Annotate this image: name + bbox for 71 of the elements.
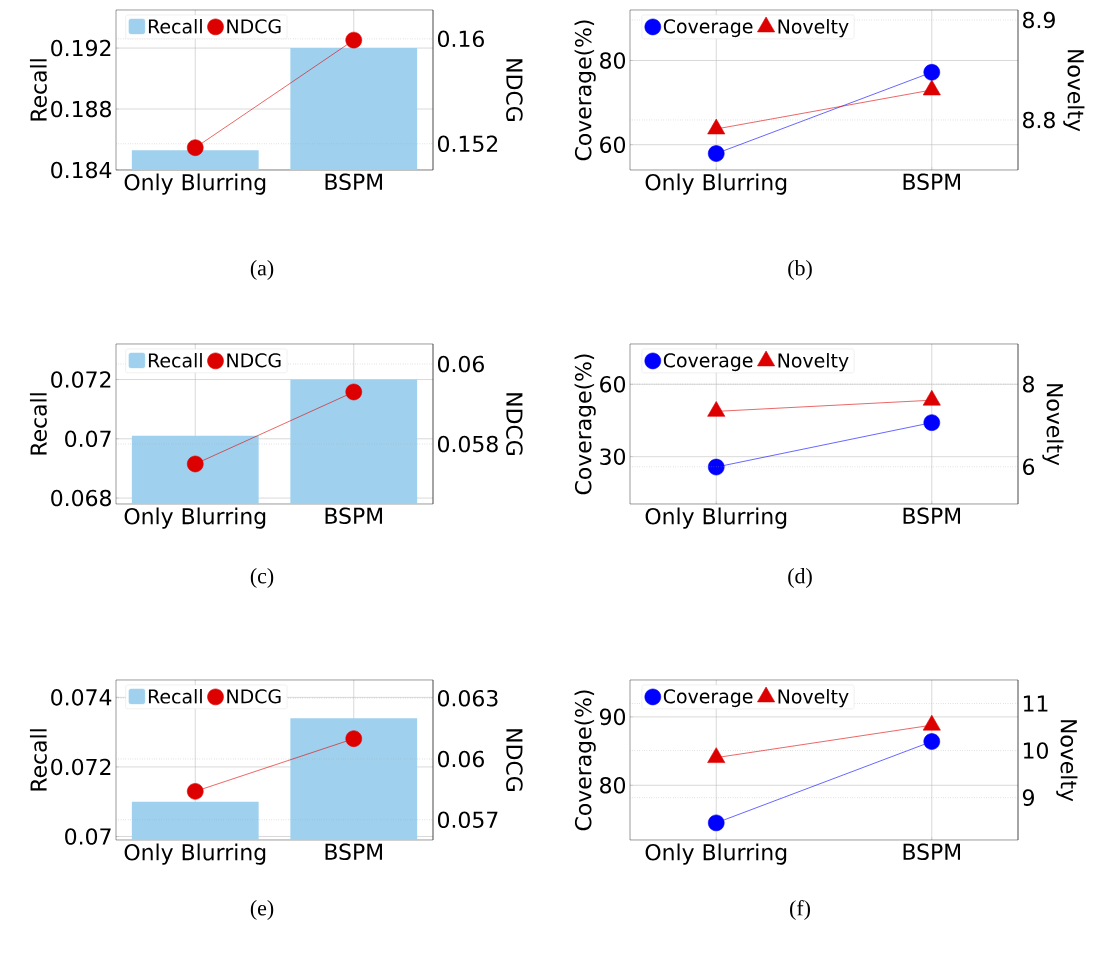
- text: (d): [788, 568, 812, 588]
- y2-tick-label: 0.06: [437, 355, 484, 373]
- y2-tick-label: 10: [1023, 742, 1048, 759]
- legend-label: NDCG: [227, 689, 281, 704]
- y-axis-title: Recall: [29, 59, 47, 121]
- text: (e): [250, 900, 274, 920]
- y-axis-title: Recall: [29, 729, 47, 791]
- legend-label: NDCG: [227, 353, 281, 368]
- y2-tick-label: 11: [1023, 695, 1048, 712]
- y2-tick-label: 0.057: [437, 811, 498, 829]
- y2-tick-label: 8: [1023, 375, 1034, 393]
- y-tick-label: 60: [600, 376, 626, 393]
- legend-label: Coverage: [663, 689, 753, 708]
- y2-tick-label: 0.152: [437, 135, 498, 153]
- y2-tick-label: 0.16: [437, 30, 484, 48]
- legend-label: Novelty: [778, 19, 849, 38]
- legend-label: Recall: [148, 18, 202, 34]
- y2-tick-label: 0.063: [437, 689, 498, 707]
- x-tick-label: Only Blurring: [124, 843, 266, 865]
- x-tick-label: BSPM: [903, 843, 961, 861]
- y-tick-label: 0.07: [65, 828, 111, 845]
- y2-axis-title: NDCG: [506, 393, 523, 455]
- y-axis-title: Recall: [29, 393, 47, 455]
- y2-tick-label: 0.058: [437, 435, 498, 453]
- y-tick-label: 60: [600, 136, 626, 153]
- y-axis-title: Coverage(%): [574, 690, 596, 831]
- y2-tick-label: 6: [1023, 458, 1035, 476]
- y2-tick-label: 8.8: [1023, 111, 1055, 129]
- x-tick-label: Only Blurring: [645, 173, 787, 195]
- y-tick-label: 90: [599, 708, 626, 726]
- x-tick-label: BSPM: [325, 843, 382, 861]
- y-tick-label: 80: [600, 777, 626, 794]
- x-tick-label: BSPM: [325, 507, 382, 525]
- y-tick-label: 0.188: [51, 100, 111, 118]
- text: (a): [250, 260, 274, 280]
- legend-label: Novelty: [778, 689, 849, 708]
- legend-label: Recall: [148, 688, 202, 704]
- y-tick-label: 0.07: [65, 430, 111, 448]
- x-tick-label: Only Blurring: [124, 173, 266, 195]
- y-tick-label: 0.072: [51, 371, 111, 388]
- legend-label: Coverage: [663, 19, 753, 38]
- y-tick-label: 0.192: [51, 39, 111, 57]
- y-tick-label: 30: [600, 448, 626, 465]
- x-tick-label: Only Blurring: [645, 507, 787, 529]
- legend-label: Recall: [148, 352, 202, 368]
- text: (b): [788, 260, 812, 280]
- x-tick-label: BSPM: [325, 173, 382, 191]
- text: (c): [250, 568, 274, 588]
- legend-label: Novelty: [778, 353, 849, 372]
- y-tick-label: 0.184: [51, 161, 112, 179]
- legend-label: NDCG: [227, 19, 281, 34]
- x-tick-label: BSPM: [903, 173, 961, 191]
- y-tick-label: 80: [600, 52, 626, 69]
- y-tick-label: 0.072: [51, 758, 111, 776]
- y2-axis-title: Novelty: [1056, 720, 1078, 802]
- x-tick-label: Only Blurring: [124, 507, 266, 529]
- x-tick-label: BSPM: [903, 507, 961, 525]
- y2-tick-label: 0.06: [437, 750, 484, 768]
- y-tick-label: 0.074: [51, 689, 112, 706]
- text: (f): [790, 899, 810, 921]
- y2-axis-title: NDCG: [506, 729, 523, 791]
- y2-tick-label: 8.9: [1023, 11, 1055, 29]
- y-axis-title: Coverage(%): [574, 354, 596, 495]
- y2-axis-title: Novelty: [1042, 384, 1064, 466]
- legend-label: Coverage: [663, 353, 753, 372]
- y-axis-title: Coverage(%): [574, 20, 596, 161]
- y2-axis-title: NDCG: [506, 59, 523, 121]
- x-tick-label: Only Blurring: [645, 843, 787, 865]
- y2-axis-title: Novelty: [1063, 50, 1085, 132]
- y-tick-label: 0.068: [51, 489, 111, 507]
- y2-tick-label: 9: [1022, 789, 1034, 806]
